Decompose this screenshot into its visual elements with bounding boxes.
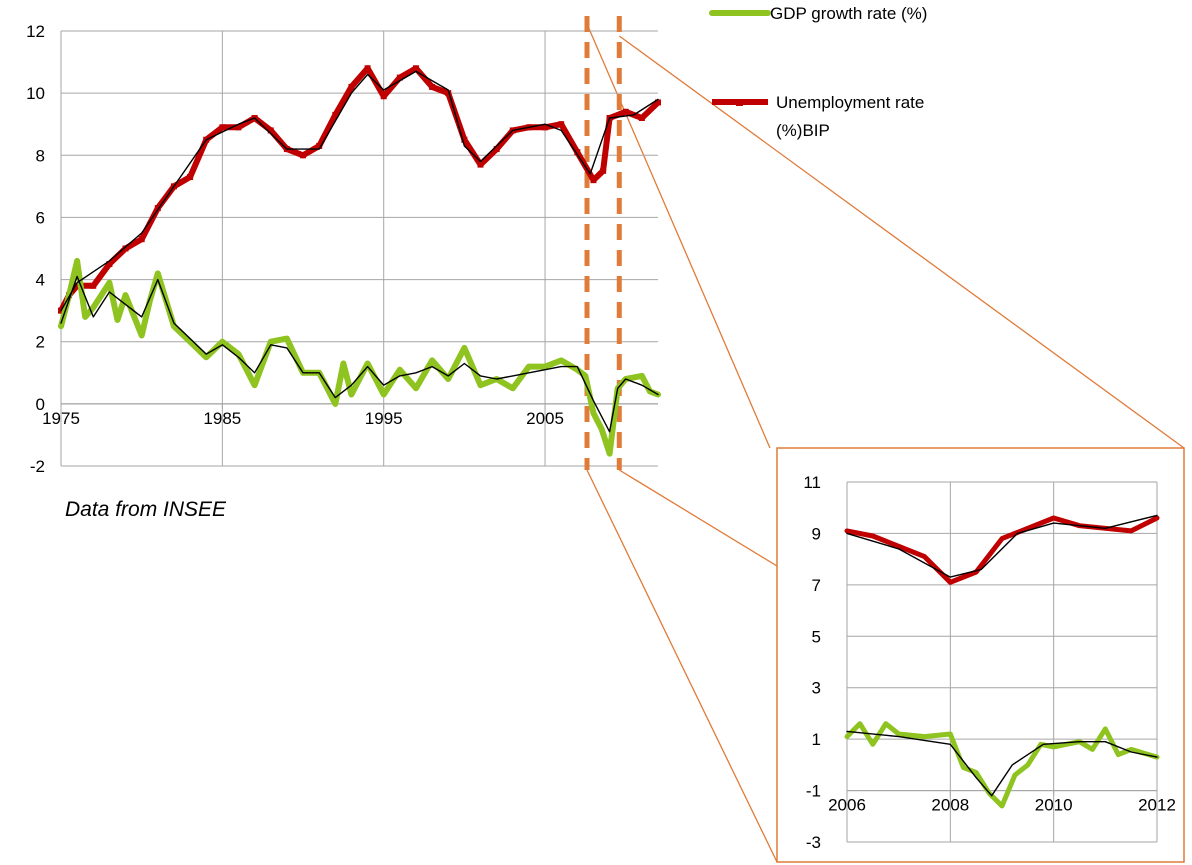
x-tick-label: 2010 bbox=[1035, 796, 1073, 815]
unemployment-point bbox=[300, 152, 307, 159]
main-series-group bbox=[58, 65, 661, 457]
unemployment-point bbox=[600, 167, 607, 174]
unemployment-point bbox=[396, 74, 403, 81]
y-tick-label: 11 bbox=[803, 473, 821, 492]
y-tick-label: 3 bbox=[812, 679, 821, 698]
y-tick-label: 1 bbox=[812, 730, 821, 749]
unemployment-point bbox=[316, 142, 323, 149]
unemployment-point bbox=[332, 111, 339, 118]
unemployment-point bbox=[477, 161, 484, 168]
unemployment-point bbox=[348, 83, 355, 90]
unemployment-point bbox=[590, 177, 597, 184]
y-tick-label: -3 bbox=[806, 833, 821, 852]
zoom-connector-line bbox=[586, 23, 771, 449]
x-tick-label: 2012 bbox=[1138, 796, 1176, 815]
unemployment-point bbox=[219, 124, 226, 131]
legend-label-gdp: GDP growth rate (%) bbox=[770, 4, 927, 23]
unemployment-point bbox=[622, 108, 629, 115]
unemployment-point bbox=[445, 90, 452, 97]
unemployment-point bbox=[154, 205, 161, 212]
y-tick-label: 12 bbox=[26, 22, 45, 41]
unemployment-point bbox=[493, 146, 500, 153]
x-tick-label: 1995 bbox=[365, 409, 403, 428]
y-tick-label: 2 bbox=[36, 333, 45, 352]
y-tick-label: 9 bbox=[812, 524, 821, 543]
unemployment-point bbox=[235, 124, 242, 131]
unemployment-point bbox=[542, 124, 549, 131]
inset-series-group bbox=[844, 514, 1160, 809]
unemployment-point bbox=[187, 174, 194, 181]
y-tick-label: 5 bbox=[812, 627, 821, 646]
unemployment-point bbox=[461, 136, 468, 143]
unemployment-point bbox=[429, 83, 436, 90]
unemployment-point bbox=[74, 282, 81, 289]
unemployment-trend-line bbox=[60, 70, 659, 312]
unemployment-point bbox=[106, 261, 113, 268]
x-tick-label: 2006 bbox=[828, 796, 866, 815]
gdp-trend-line bbox=[846, 730, 1158, 797]
y-tick-label: 8 bbox=[36, 146, 45, 165]
x-tick-label: 2005 bbox=[526, 409, 564, 428]
legend: GDP growth rate (%) Unemployment rate (%… bbox=[709, 4, 929, 140]
y-tick-label: 7 bbox=[812, 576, 821, 595]
x-tick-label: 1975 bbox=[42, 409, 80, 428]
y-tick-label: -1 bbox=[806, 782, 821, 801]
gdp-series-line bbox=[58, 257, 661, 457]
y-tick-label: 0 bbox=[36, 395, 45, 414]
legend-label-unemployment: Unemployment rate (%)BIP bbox=[776, 93, 929, 140]
unemployment-point bbox=[364, 65, 371, 72]
inset-gridlines bbox=[846, 481, 1158, 843]
gdp-trend-line bbox=[60, 275, 659, 433]
x-tick-label: 2008 bbox=[931, 796, 969, 815]
zoom-connector-line bbox=[586, 469, 778, 863]
main-gridlines bbox=[60, 30, 658, 467]
unemployment-series-line bbox=[58, 65, 661, 314]
unemployment-point bbox=[138, 236, 145, 243]
unemployment-point bbox=[122, 245, 129, 252]
gdp-series-line bbox=[844, 721, 1160, 809]
legend-swatch-marker bbox=[736, 99, 743, 106]
unemployment-trend-line bbox=[846, 514, 1158, 578]
unemployment-point bbox=[380, 93, 387, 100]
unemployment-point bbox=[267, 127, 274, 134]
y-tick-label: 4 bbox=[36, 271, 45, 290]
inset-frame bbox=[776, 447, 1185, 863]
inset-tick-labels: -3 -1 1 3 5 7 9 11 2006 2008 2010 2012 bbox=[803, 473, 1176, 852]
inset-chart: -3 -1 1 3 5 7 9 11 2006 2008 2010 2012 bbox=[776, 447, 1185, 863]
y-tick-label: 6 bbox=[36, 208, 45, 227]
zoom-connector-line bbox=[618, 469, 778, 567]
unemployment-point bbox=[638, 115, 645, 121]
y-tick-label: 10 bbox=[26, 84, 45, 103]
main-chart: -2 0 2 4 6 8 10 12 1975 1985 1995 2005 bbox=[26, 16, 661, 476]
unemployment-point bbox=[655, 99, 661, 106]
unemployment-point bbox=[90, 282, 97, 289]
x-tick-label: 1985 bbox=[203, 409, 241, 428]
main-tick-labels: -2 0 2 4 6 8 10 12 1975 1985 1995 2005 bbox=[26, 22, 564, 476]
source-note: Data from INSEE bbox=[65, 498, 227, 521]
unemployment-point bbox=[574, 149, 581, 156]
unemployment-point bbox=[412, 65, 419, 72]
y-tick-label: -2 bbox=[30, 457, 45, 476]
unemployment-point bbox=[558, 121, 565, 128]
